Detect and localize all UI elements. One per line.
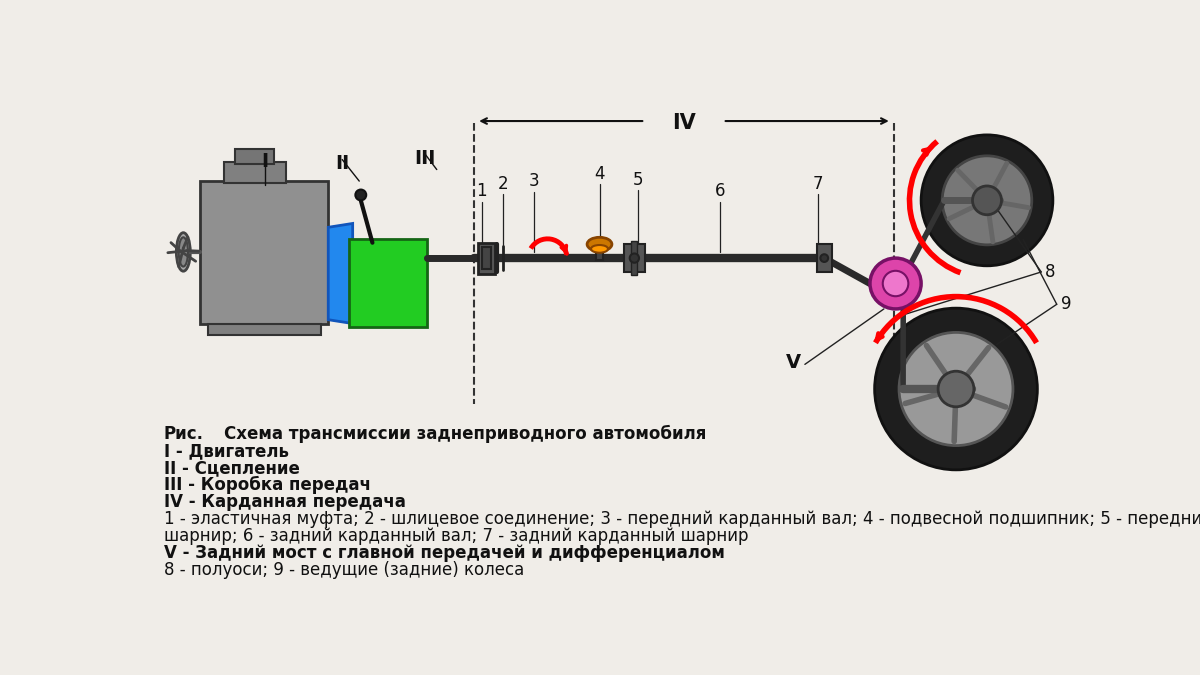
Ellipse shape — [176, 233, 191, 271]
Text: 4: 4 — [594, 165, 605, 183]
Text: V: V — [786, 352, 800, 371]
Text: IV - Карданная передача: IV - Карданная передача — [164, 493, 406, 511]
Ellipse shape — [587, 238, 612, 251]
Text: I: I — [262, 152, 269, 171]
Text: 3: 3 — [529, 172, 540, 190]
Bar — [481, 247, 491, 269]
Ellipse shape — [179, 238, 188, 267]
Text: шарнир; 6 - задний карданный вал; 7 - задний карданный шарнир: шарнир; 6 - задний карданный вал; 7 - за… — [164, 526, 749, 545]
Text: 1 - эластичная муфта; 2 - шлицевое соединение; 3 - передний карданный вал; 4 - п: 1 - эластичная муфта; 2 - шлицевое соеди… — [164, 510, 1200, 528]
Text: Рис.: Рис. — [164, 425, 204, 443]
Text: 2: 2 — [498, 175, 509, 192]
Circle shape — [630, 254, 640, 263]
Polygon shape — [329, 223, 353, 323]
Bar — [816, 244, 832, 272]
Circle shape — [355, 190, 366, 200]
Bar — [596, 249, 602, 261]
Circle shape — [870, 258, 922, 309]
Bar — [235, 148, 274, 164]
Circle shape — [938, 371, 974, 407]
Text: V - Задний мост с главной передачей и дифференциалом: V - Задний мост с главной передачей и ди… — [164, 544, 725, 562]
Bar — [631, 241, 637, 275]
Bar — [208, 323, 320, 335]
Text: 9: 9 — [1061, 295, 1072, 313]
Circle shape — [821, 254, 828, 262]
Text: II: II — [335, 154, 349, 173]
Text: 6: 6 — [714, 182, 725, 200]
Bar — [223, 162, 286, 184]
Text: II - Сцепление: II - Сцепление — [164, 459, 300, 477]
Text: 8: 8 — [1045, 263, 1056, 281]
Text: I - Двигатель: I - Двигатель — [164, 442, 289, 460]
Text: 5: 5 — [634, 171, 643, 189]
Text: IV: IV — [672, 113, 696, 134]
Bar — [200, 181, 329, 323]
Circle shape — [883, 271, 908, 296]
Circle shape — [899, 332, 1013, 446]
Text: III - Коробка передач: III - Коробка передач — [164, 476, 371, 494]
Text: 8 - полуоси; 9 - ведущие (задние) колеса: 8 - полуоси; 9 - ведущие (задние) колеса — [164, 561, 524, 578]
Text: 1: 1 — [476, 182, 487, 200]
Bar — [624, 244, 646, 272]
Bar — [478, 243, 494, 273]
Text: III: III — [414, 148, 436, 168]
Ellipse shape — [590, 245, 608, 252]
Circle shape — [875, 308, 1037, 470]
Text: 7: 7 — [812, 175, 823, 192]
Circle shape — [922, 135, 1052, 266]
Bar — [349, 239, 427, 327]
Circle shape — [972, 186, 1002, 215]
Circle shape — [942, 156, 1032, 245]
Text: Схема трансмиссии заднеприводного автомобиля: Схема трансмиссии заднеприводного автомо… — [223, 425, 706, 443]
